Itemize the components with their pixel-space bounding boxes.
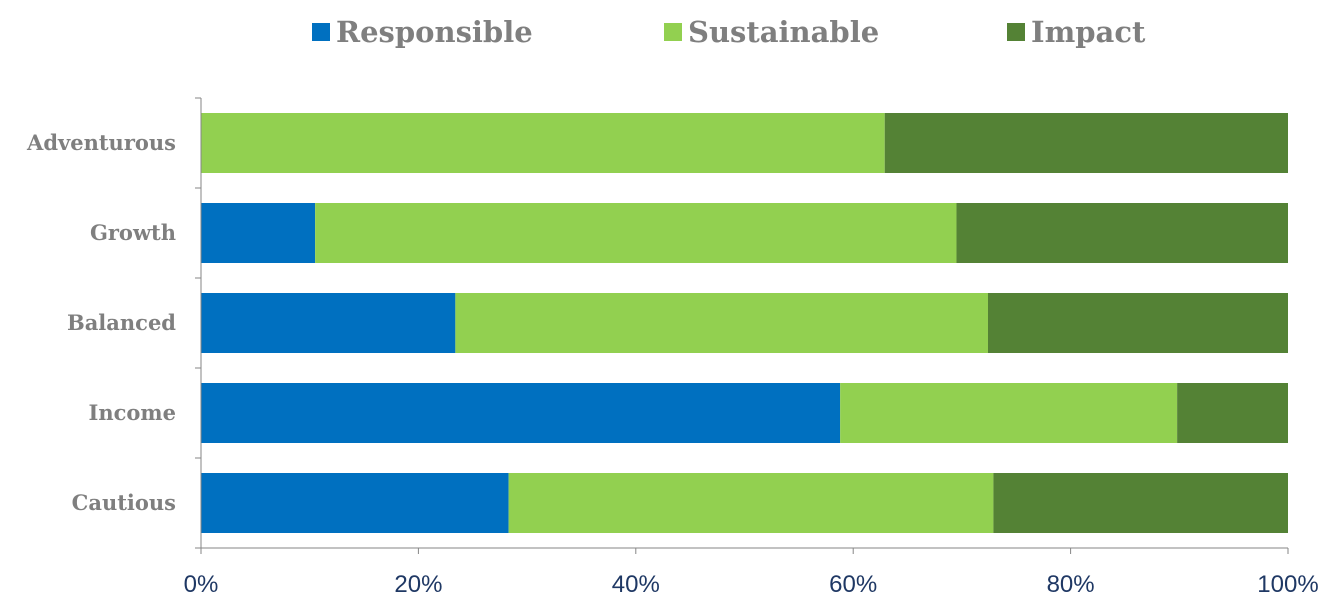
bar-income-impact <box>1177 383 1288 443</box>
category-label-balanced: Balanced <box>67 310 176 335</box>
legend-label-responsible: Responsible <box>336 15 533 49</box>
bar-balanced-sustainable <box>455 293 988 353</box>
category-label-income: Income <box>89 400 176 425</box>
bar-growth-sustainable <box>315 203 957 263</box>
bar-income-sustainable <box>840 383 1178 443</box>
bar-adventurous-sustainable <box>201 113 885 173</box>
x-tick-label: 0% <box>184 571 219 592</box>
category-label-cautious: Cautious <box>72 490 176 515</box>
bar-cautious-impact <box>993 473 1288 533</box>
legend-swatch-responsible <box>312 23 330 41</box>
bar-cautious-responsible <box>201 473 509 533</box>
bar-balanced-responsible <box>201 293 456 353</box>
legend-label-sustainable: Sustainable <box>688 15 879 49</box>
category-labels: Adventurous Growth Balanced Income Cautious <box>26 130 176 515</box>
bar-growth-impact <box>956 203 1288 263</box>
bars <box>201 113 1288 533</box>
x-tick-label: 80% <box>1047 571 1095 592</box>
bar-adventurous-impact <box>884 113 1288 173</box>
bar-cautious-sustainable <box>508 473 994 533</box>
legend: Responsible Sustainable Impact <box>312 15 1146 49</box>
bar-growth-responsible <box>201 203 316 263</box>
bar-balanced-impact <box>987 293 1288 353</box>
legend-swatch-sustainable <box>664 23 682 41</box>
legend-label-impact: Impact <box>1031 15 1146 49</box>
category-label-adventurous: Adventurous <box>26 130 176 155</box>
x-tick-label: 60% <box>829 571 877 592</box>
category-label-growth: Growth <box>90 220 176 245</box>
legend-swatch-impact <box>1007 23 1025 41</box>
x-tick-label: 40% <box>612 571 660 592</box>
axes <box>195 97 1289 554</box>
x-tick-labels: 0% 20% 40% 60% 80% 100% <box>184 571 1319 592</box>
bar-income-responsible <box>201 383 841 443</box>
x-tick-label: 100% <box>1257 571 1318 592</box>
x-tick-label: 20% <box>394 571 442 592</box>
